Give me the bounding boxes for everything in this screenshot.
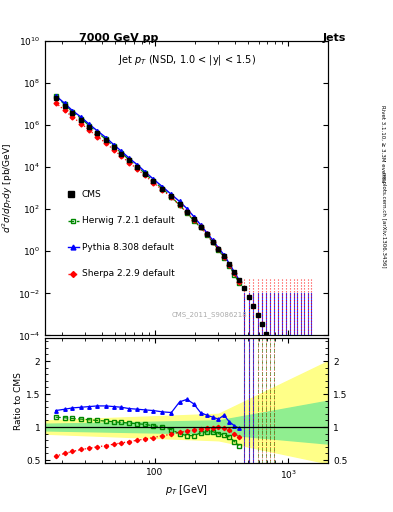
Text: 7000 GeV pp: 7000 GeV pp — [79, 33, 158, 44]
X-axis label: $p_T$ [GeV]: $p_T$ [GeV] — [165, 483, 208, 497]
Text: CMS_2011_S9086218: CMS_2011_S9086218 — [171, 311, 247, 317]
Text: Pythia 8.308 default: Pythia 8.308 default — [82, 243, 174, 251]
Y-axis label: $d^2\sigma/dp_T dy$ [pb/GeV]: $d^2\sigma/dp_T dy$ [pb/GeV] — [1, 143, 15, 233]
Text: mcplots.cern.ch [arXiv:1306.3436]: mcplots.cern.ch [arXiv:1306.3436] — [381, 173, 386, 268]
Text: Herwig 7.2.1 default: Herwig 7.2.1 default — [82, 216, 174, 225]
Text: Jet $p_T$ (NSD, 1.0 < |y| < 1.5): Jet $p_T$ (NSD, 1.0 < |y| < 1.5) — [118, 53, 256, 67]
Text: Rivet 3.1.10, ≥ 3.3M events: Rivet 3.1.10, ≥ 3.3M events — [381, 105, 386, 182]
Text: CMS: CMS — [82, 189, 102, 199]
Y-axis label: Ratio to CMS: Ratio to CMS — [14, 372, 23, 430]
Text: Sherpa 2.2.9 default: Sherpa 2.2.9 default — [82, 269, 175, 278]
Text: Jets: Jets — [323, 33, 346, 44]
